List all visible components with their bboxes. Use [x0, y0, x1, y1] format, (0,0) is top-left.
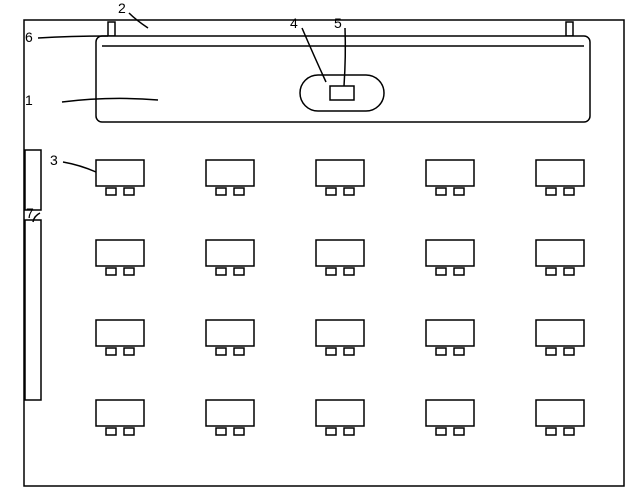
board-panel [96, 36, 590, 122]
side-panel-top [25, 150, 41, 210]
desk [426, 320, 474, 355]
label-2: 2 [118, 0, 148, 28]
board-post-right [566, 22, 573, 36]
label-text: 6 [25, 29, 33, 45]
desk [536, 160, 584, 195]
desk [316, 160, 364, 195]
label-text: 4 [290, 15, 298, 31]
board-post-left [108, 22, 115, 36]
desk [536, 400, 584, 435]
desk [206, 160, 254, 195]
desk [206, 240, 254, 275]
desk [96, 400, 144, 435]
desk [206, 320, 254, 355]
desk [426, 160, 474, 195]
label-text: 5 [334, 15, 342, 31]
label-3: 3 [50, 152, 96, 172]
side-panel-bottom [25, 220, 41, 400]
label-text: 2 [118, 0, 126, 16]
desk [536, 240, 584, 275]
desk [96, 320, 144, 355]
desk [316, 240, 364, 275]
desk [316, 400, 364, 435]
classroom-diagram: 1 2 3 4 5 6 7 [0, 0, 638, 500]
desk [206, 400, 254, 435]
label-text: 3 [50, 152, 58, 168]
desk [536, 320, 584, 355]
desk [96, 240, 144, 275]
label-text: 1 [25, 92, 33, 108]
desk [426, 240, 474, 275]
label-text: 7 [26, 205, 34, 221]
desk [426, 400, 474, 435]
desk [316, 320, 364, 355]
desk [96, 160, 144, 195]
